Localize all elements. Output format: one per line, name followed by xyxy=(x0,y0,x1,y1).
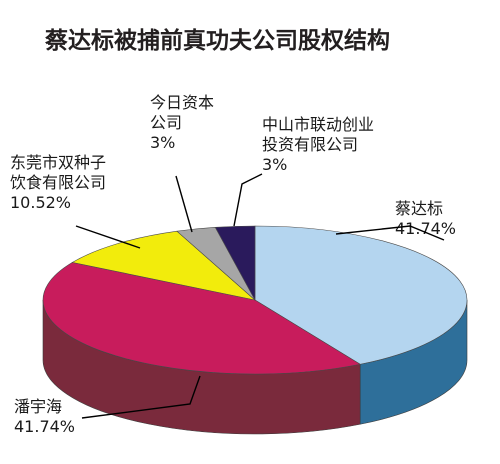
slice-label-3: 今日资本公司 3% xyxy=(150,93,214,152)
slice-0 xyxy=(254,225,468,365)
slice-1 xyxy=(42,262,361,375)
slice-labels: 蔡达标 41.74% 潘宇海 41.74% 东莞市双种子饮食有限公司 10.52% 今日资本… xyxy=(10,93,456,436)
leader-line-4 xyxy=(233,173,263,227)
pie-slices xyxy=(42,225,468,375)
slice-label-0: 蔡达标 41.74% xyxy=(395,199,456,238)
slice-label-4: 中山市联动创业投资有限公司 3% xyxy=(262,115,374,174)
slice-4 xyxy=(214,225,256,301)
slice-label-2: 东莞市双种子饮食有限公司 10.52% xyxy=(10,153,106,212)
leader-line-1 xyxy=(81,375,201,419)
leader-line-0 xyxy=(335,225,445,241)
leader-line-2 xyxy=(75,225,141,249)
slice-2 xyxy=(71,230,257,301)
leader-line-3 xyxy=(175,175,193,233)
chart-title: 蔡达标被捕前真功夫公司股权结构 xyxy=(44,27,390,54)
slice-label-1: 潘宇海 41.74% xyxy=(14,397,75,436)
